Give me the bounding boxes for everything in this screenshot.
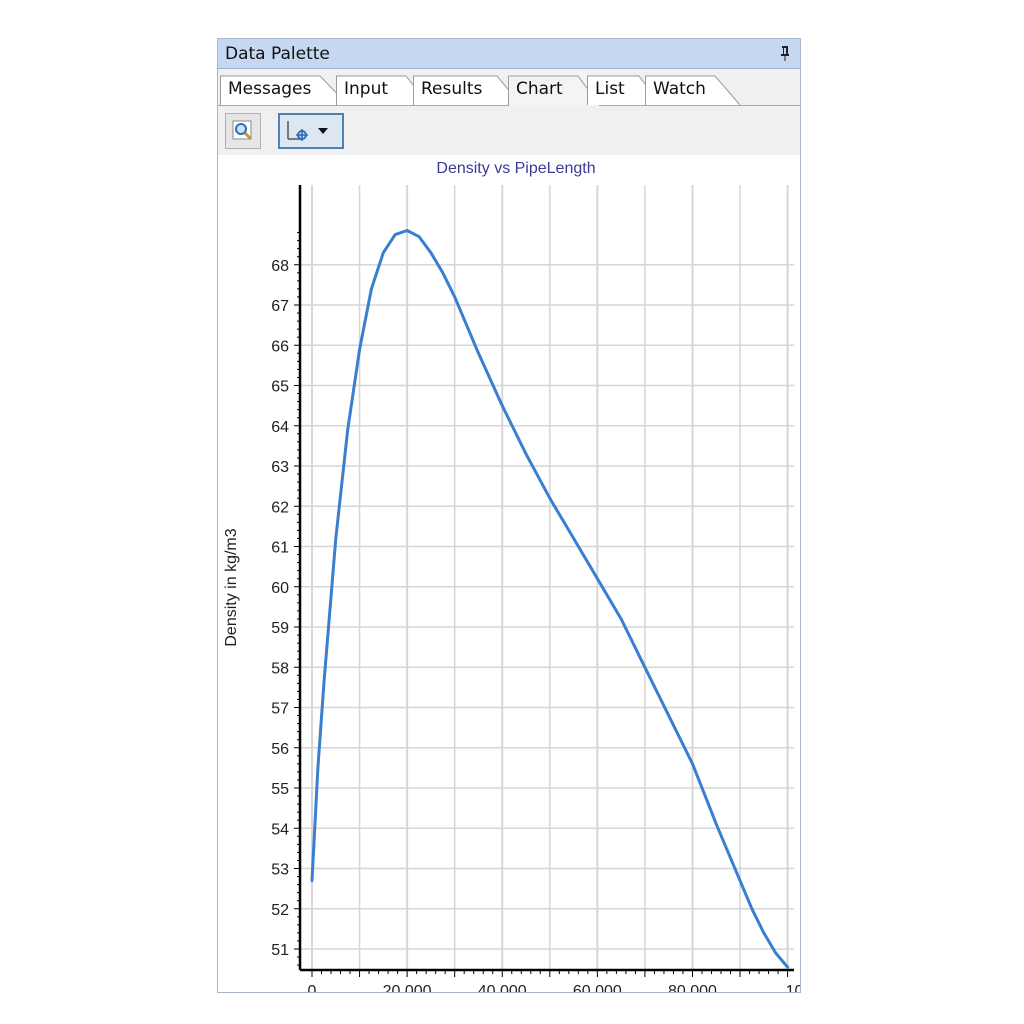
series-line <box>310 229 790 969</box>
x-tick-label: 40,000 <box>478 983 527 992</box>
x-tick-label: 0 <box>308 983 317 992</box>
y-tick-label: 61 <box>271 540 289 557</box>
y-tick-label: 53 <box>271 862 289 879</box>
tab-label: Results <box>421 79 483 99</box>
tab-messages[interactable]: Messages <box>220 73 349 105</box>
x-tick-label: 60,000 <box>573 983 622 992</box>
x-tick-label: 80,000 <box>668 983 717 992</box>
chart-toolbar <box>218 105 800 155</box>
y-tick-label: 55 <box>271 781 289 798</box>
density-chart: Density vs PipeLength 51 52 53 54 55 56 57 58 59 6… <box>223 160 800 992</box>
y-tick-label: 59 <box>271 620 289 637</box>
x-tick-label: 20,000 <box>383 983 432 992</box>
tab-strip: Messages Input Results Chart List Watch <box>218 69 800 106</box>
y-tick-label: 65 <box>271 379 289 396</box>
y-axis-label: Density in kg/m3 <box>223 528 240 646</box>
x-tick-label: 100,0 <box>786 983 800 992</box>
tab-results[interactable]: Results <box>413 73 522 105</box>
chart-title: Density vs PipeLength <box>436 160 595 177</box>
tab-label: Input <box>344 79 389 99</box>
panel-title-bar: Data Palette <box>218 39 800 69</box>
y-tick-label: 63 <box>271 459 289 476</box>
y-tick-label: 58 <box>271 660 289 677</box>
y-tick-label: 51 <box>271 942 289 959</box>
magnifier-icon <box>232 120 253 141</box>
y-tick-label: 64 <box>271 419 289 436</box>
chevron-down-icon <box>318 128 328 134</box>
y-tick-label: 62 <box>271 499 289 516</box>
tab-input[interactable]: Input <box>336 73 430 105</box>
tab-label: Messages <box>228 79 312 99</box>
tab-label: Watch <box>653 79 706 99</box>
chart-area: Density vs PipeLength 51 52 53 54 55 56 57 58 59 6… <box>218 155 800 992</box>
y-tick-label: 52 <box>271 902 289 919</box>
tab-label: List <box>595 79 625 99</box>
data-palette-panel: Data Palette Messages Input Results Char… <box>217 38 801 993</box>
y-tick-label: 56 <box>271 741 289 758</box>
y-tick-label: 68 <box>271 258 289 275</box>
y-tick-label: 54 <box>271 821 289 838</box>
tab-label: Chart <box>516 79 563 99</box>
zoom-button[interactable] <box>225 113 261 149</box>
chart-settings-dropdown[interactable] <box>278 113 344 149</box>
chart-settings-icon <box>287 121 308 141</box>
panel-title: Data Palette <box>225 44 330 64</box>
tab-list[interactable]: List <box>587 73 662 105</box>
y-tick-label: 60 <box>271 580 289 597</box>
tab-chart[interactable]: Chart <box>508 73 601 106</box>
y-tick-label: 57 <box>271 701 289 718</box>
y-tick-label: 67 <box>271 298 289 315</box>
tab-watch[interactable]: Watch <box>645 73 741 105</box>
y-tick-label: 66 <box>271 338 289 355</box>
pin-icon[interactable] <box>780 45 790 61</box>
